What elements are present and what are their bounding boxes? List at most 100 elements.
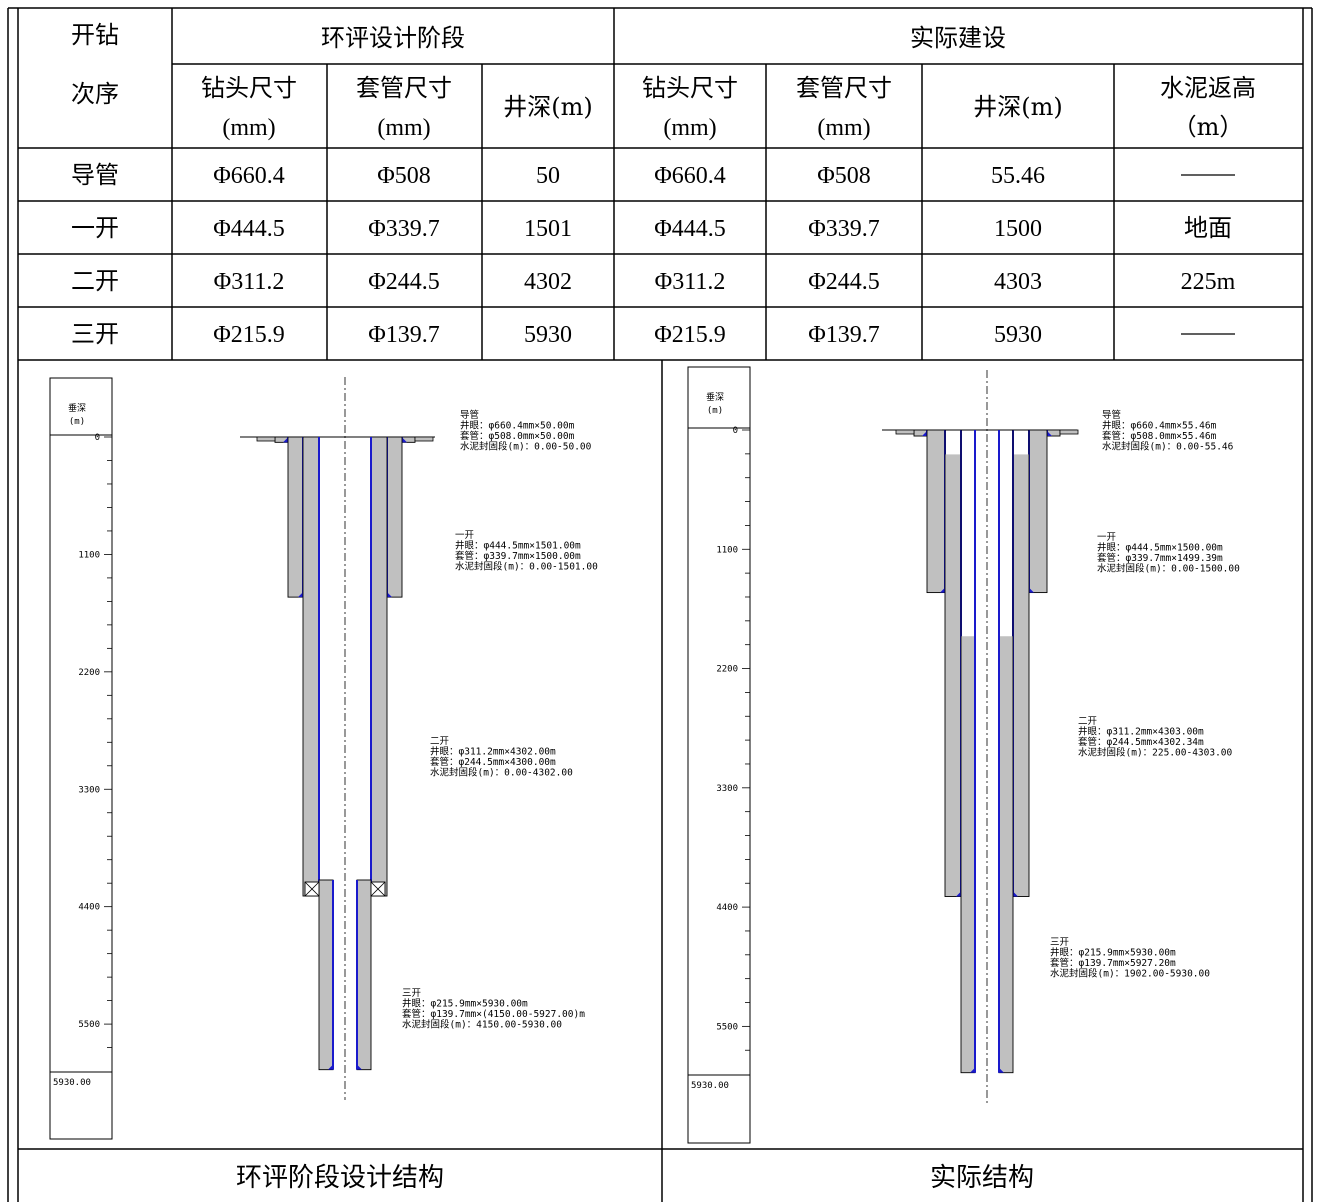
cell-stage: 一开 [71,214,119,242]
axis-tick: 5500 [716,1022,738,1032]
axis-tick: 1100 [78,550,100,560]
axis-unit: (m) [69,417,85,427]
well-annotation: 三开 [402,988,422,999]
axis-title: 垂深 [68,402,86,414]
header-act-bit: 钻头尺寸 [642,74,738,102]
cell-act_bit: Φ215.9 [654,322,726,348]
axis-tick: 0 [95,433,100,443]
well-annotation: 二开 [430,736,450,747]
depth-axis [49,377,113,1140]
header-eia-casing: 套管尺寸 [356,74,452,102]
cell-act_casing: Φ508 [817,163,871,189]
cell-eia_bit: Φ215.9 [213,322,285,348]
table-body: 导管 Φ660.4 Φ508 50 Φ660.4 Φ508 55.46 一开 Φ444.5 Φ33… [71,161,1236,348]
well-annotation: 水泥封固段(m)：0.00-1501.00 [455,561,598,573]
header-act-casing: 套管尺寸 [796,74,892,102]
header-eia-bit: 钻头尺寸 [201,74,297,102]
header-act-casing-unit: (mm) [817,115,870,141]
cell-act_casing: Φ244.5 [808,269,880,295]
cell-eia_bit: Φ660.4 [213,163,285,189]
cell-cement: 地面 [1184,214,1232,242]
cell-act_depth: 1500 [994,216,1042,242]
caption-actual: 实际结构 [930,1163,1034,1193]
cell-act_depth: 4303 [994,269,1042,295]
well-annotation: 套管：φ244.5mm×4300.00m [430,756,556,768]
well-annotation: 套管：φ139.7mm×(4150.00-5927.00)m [402,1008,585,1020]
well-annotation: 井眼：φ311.2mm×4303.00m [1078,726,1204,738]
well-annotation: 井眼：φ660.4mm×50.00m [460,420,575,432]
axis-tick: 4400 [716,903,738,913]
cell-act_bit: Φ660.4 [654,163,726,189]
cell-eia_depth: 5930 [524,322,572,348]
diagram-actual: 垂深 (m) 0 1100 2200 3300 4400 5500 5930.00 导管井眼：φ6… [687,366,1240,1144]
well-annotation: 三开 [1050,937,1070,948]
header-act-bit-unit: (mm) [663,115,716,141]
cell-eia_bit: Φ311.2 [214,269,285,295]
cell-act_depth: 5930 [994,322,1042,348]
well-annotation: 井眼：φ444.5mm×1501.00m [455,540,581,552]
cell-cement: 225m [1181,269,1236,295]
cell-eia_casing: Φ508 [377,163,431,189]
header-cement: 水泥返高 [1160,74,1256,102]
well-annotation: 导管 [1102,409,1121,421]
axis-tick: 4400 [78,903,100,913]
well-annotation: 井眼：φ215.9mm×5930.00m [1050,947,1176,959]
cell-act_bit: Φ311.2 [655,269,726,295]
cell-act_casing: Φ139.7 [808,322,880,348]
axis-tick: 3300 [716,784,738,794]
cell-eia_casing: Φ339.7 [368,216,440,242]
header-stage-label-1: 开钻 [71,21,119,49]
diagram-eia: 垂深 (m) 0 1100 2200 3300 4400 5500 5930.00 导管井眼：φ6… [49,377,598,1140]
axis-tick: 2200 [716,665,738,675]
axis-tick: 0 [733,426,738,436]
header-eia-bit-unit: (mm) [222,115,275,141]
cell-act_casing: Φ339.7 [808,216,880,242]
well-annotation: 套管：φ339.7mm×1500.00m [455,550,581,562]
well-annotation: 套管：φ508.0mm×50.00m [460,430,575,442]
well-annotation: 水泥封固段(m)：1902.00-5930.00 [1050,968,1210,980]
axis-unit: (m) [707,406,723,416]
well-annotation: 井眼：φ444.5mm×1500.00m [1097,542,1223,554]
cell-eia_depth: 50 [536,163,560,189]
cell-act_depth: 55.46 [991,163,1045,189]
cell-eia_casing: Φ244.5 [368,269,440,295]
well-annotation: 水泥封固段(m)：0.00-1500.00 [1097,563,1240,575]
well-annotation: 水泥封固段(m)：225.00-4303.00 [1078,747,1233,759]
well-annotation: 导管 [460,409,479,421]
well-annotation: 井眼：φ215.9mm×5930.00m [402,998,528,1010]
axis-tick: 5500 [78,1020,100,1030]
well-annotation: 一开 [455,530,475,541]
header-eia-depth: 井深(m) [503,93,592,121]
well-annotation: 井眼：φ311.2mm×4302.00m [430,746,556,758]
well-annotation: 二开 [1078,716,1098,727]
cell-act_bit: Φ444.5 [654,216,726,242]
axis-tick: 2200 [78,668,100,678]
axis-title: 垂深 [706,391,724,403]
axis-bottom-label: 5930.00 [53,1078,91,1088]
well-annotation: 水泥封固段(m)：0.00-4302.00 [430,767,573,779]
well-annotation: 井眼：φ660.4mm×55.46m [1102,420,1217,432]
well-annotation: 水泥封固段(m)：4150.00-5930.00 [402,1019,562,1031]
well-annotation: 套管：φ139.7mm×5927.20m [1050,957,1176,969]
cell-stage: 三开 [71,320,119,348]
header-stage-label-2: 次序 [71,80,119,108]
well-annotation: 水泥封固段(m)：0.00-50.00 [460,441,592,453]
cell-eia_bit: Φ444.5 [213,216,285,242]
well-annotation: 水泥封固段(m)：0.00-55.46 [1102,441,1234,453]
header-group-eia: 环评设计阶段 [321,24,465,52]
cell-eia_depth: 1501 [524,216,572,242]
cell-eia_casing: Φ139.7 [368,322,440,348]
axis-tick: 1100 [716,545,738,555]
cell-eia_depth: 4302 [524,269,572,295]
depth-axis [687,366,751,1144]
well-annotation: 套管：φ339.7mm×1499.39m [1097,552,1223,564]
header-group-actual: 实际建设 [910,24,1006,52]
header-eia-casing-unit: (mm) [377,115,430,141]
well-annotation: 套管：φ508.0mm×55.46m [1102,430,1217,442]
caption-eia: 环评阶段设计结构 [236,1163,444,1193]
table-grid [7,7,1313,1202]
cell-stage: 二开 [71,267,119,295]
cell-stage: 导管 [71,161,119,189]
well-annotation: 一开 [1097,532,1117,543]
